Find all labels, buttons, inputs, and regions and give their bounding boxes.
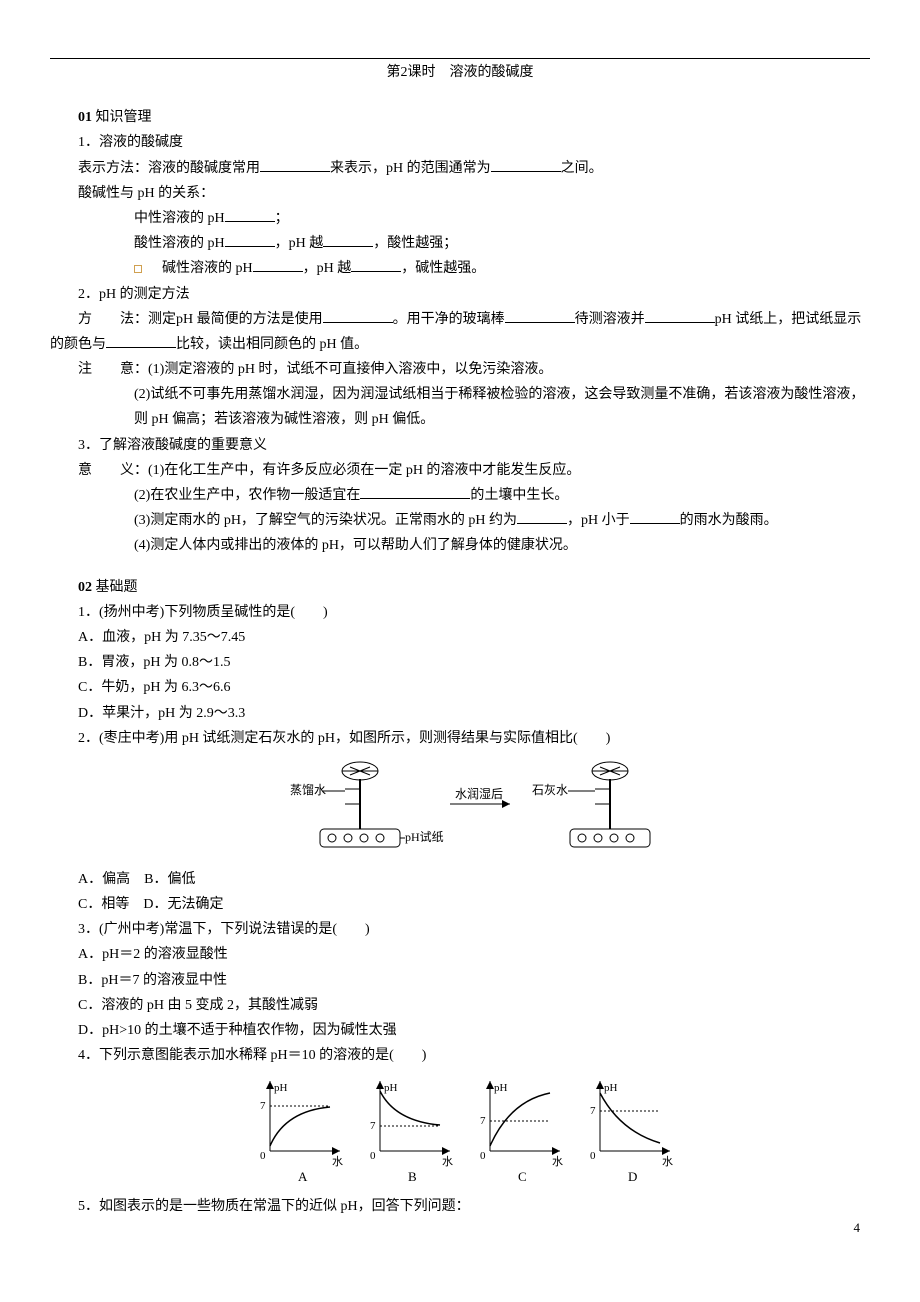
blank: [645, 308, 715, 323]
svg-text:A: A: [298, 1169, 308, 1184]
svg-text:水: 水: [552, 1155, 563, 1168]
page-number: 4: [854, 1216, 861, 1239]
svg-text:pH: pH: [604, 1082, 618, 1094]
q3-B: B．pH＝7 的溶液显中性: [78, 968, 870, 993]
q5-stem: 5．如图表示的是一些物质在常温下的近似 pH，回答下列问题：: [50, 1194, 870, 1219]
q3-A: A．pH＝2 的溶液显酸性: [78, 942, 870, 967]
label-distilled: 蒸馏水: [290, 783, 326, 797]
section-02: 02 基础题 1．(扬州中考)下列物质呈碱性的是( ) A．血液，pH 为 7.…: [50, 575, 870, 1220]
q2-figure: 蒸馏水 pH试纸 水润湿后: [50, 759, 870, 859]
p3-line4: (4)测定人体内或排出的液体的 pH，可以帮助人们了解身体的健康状况。: [50, 533, 870, 558]
q2-line1: A．偏高 B．偏低: [78, 867, 870, 892]
q1-C: C．牛奶，pH 为 6.3～6.6: [78, 675, 870, 700]
svg-text:D: D: [628, 1169, 637, 1184]
q3-options: A．pH＝2 的溶液显酸性 B．pH＝7 的溶液显中性 C．溶液的 pH 由 5…: [50, 942, 870, 1043]
q2-line2: C．相等 D．无法确定: [78, 892, 870, 917]
p1-line4: 酸性溶液的 pH，pH 越，酸性越强；: [50, 231, 870, 256]
p3-line3: (3)测定雨水的 pH，了解空气的污染状况。正常雨水的 pH 约为，pH 小于的…: [50, 508, 870, 533]
svg-text:水: 水: [442, 1155, 453, 1168]
svg-text:0: 0: [480, 1150, 486, 1162]
svg-text:B: B: [408, 1169, 417, 1184]
blank: [106, 333, 176, 348]
q1-stem: 1．(扬州中考)下列物质呈碱性的是( ): [50, 600, 870, 625]
svg-text:水: 水: [662, 1155, 673, 1168]
section-02-head: 02 基础题: [50, 575, 870, 600]
blank: [225, 207, 275, 222]
arrow-label: 水润湿后: [455, 786, 503, 801]
blank: [253, 257, 303, 272]
q2-options: A．偏高 B．偏低 C．相等 D．无法确定: [50, 867, 870, 917]
p1-num: 1．: [78, 135, 99, 150]
label-paper: pH试纸: [405, 829, 444, 844]
blank: [517, 509, 567, 524]
q1-D: D．苹果汁，pH 为 2.9～3.3: [78, 701, 870, 726]
blank: [323, 308, 393, 323]
blank: [260, 157, 330, 172]
blank: [225, 232, 275, 247]
p1-line2: 酸碱性与 pH 的关系：: [50, 181, 870, 206]
p2-num: 2．: [78, 287, 99, 302]
p2-title: 2．pH 的测定方法: [50, 282, 870, 307]
svg-text:0: 0: [370, 1150, 376, 1162]
p1-line5: 碱性溶液的 pH，pH 越，碱性越强。: [50, 256, 870, 281]
svg-text:7: 7: [260, 1100, 266, 1112]
svg-text:pH: pH: [274, 1082, 288, 1094]
blank: [351, 257, 401, 272]
marker-icon: [134, 265, 142, 273]
svg-text:0: 0: [260, 1150, 266, 1162]
header-rule: [50, 58, 870, 59]
q3-stem: 3．(广州中考)常温下，下列说法错误的是( ): [50, 917, 870, 942]
p3-num: 3．: [78, 438, 99, 453]
q1-options: A．血液，pH 为 7.35～7.45 B．胃液，pH 为 0.8～1.5 C．…: [50, 625, 870, 726]
svg-text:7: 7: [480, 1115, 486, 1127]
q1-B: B．胃液，pH 为 0.8～1.5: [78, 650, 870, 675]
p3-line2: (2)在农业生产中，农作物一般适宜在的土壤中生长。: [50, 483, 870, 508]
sec02-num: 02: [78, 580, 92, 595]
svg-text:pH: pH: [384, 1082, 398, 1094]
p1-title: 1．溶液的酸碱度: [50, 130, 870, 155]
svg-text:水: 水: [332, 1155, 343, 1168]
blank: [323, 232, 373, 247]
sec01-title: 知识管理: [96, 110, 152, 125]
blank: [360, 484, 470, 499]
p2-line2: 注 意：(1)测定溶液的 pH 时，试纸不可直接伸入溶液中，以免污染溶液。: [50, 357, 870, 382]
lesson-title: 第2课时 溶液的酸碱度: [50, 60, 870, 85]
q3-C: C．溶液的 pH 由 5 变成 2，其酸性减弱: [78, 993, 870, 1018]
p2-line3: (2)试纸不可事先用蒸馏水润湿，因为润湿试纸相当于稀释被检验的溶液，这会导致测量…: [50, 382, 870, 432]
svg-text:7: 7: [590, 1105, 596, 1117]
section-01-head: 01 知识管理: [50, 105, 870, 130]
section-01: 01 知识管理 1．溶液的酸碱度 表示方法：溶液的酸碱度常用来表示，pH 的范围…: [50, 105, 870, 558]
q4-graphs: pH 7 0 水 A pH 7 0 水 B: [240, 1076, 680, 1186]
p1-line3: 中性溶液的 pH；: [50, 206, 870, 231]
p1-line1: 表示方法：溶液的酸碱度常用来表示，pH 的范围通常为之间。: [50, 156, 870, 181]
svg-text:pH: pH: [494, 1082, 508, 1094]
label-lime: 石灰水: [532, 783, 568, 797]
blank: [491, 157, 561, 172]
q4-stem: 4．下列示意图能表示加水稀释 pH＝10 的溶液的是( ): [50, 1043, 870, 1068]
svg-text:0: 0: [590, 1150, 596, 1162]
sec02-title: 基础题: [96, 580, 138, 595]
svg-text:C: C: [518, 1169, 527, 1184]
p3-title: 3．了解溶液酸碱度的重要意义: [50, 433, 870, 458]
q4-figure: pH 7 0 水 A pH 7 0 水 B: [50, 1076, 870, 1186]
q1-A: A．血液，pH 为 7.35～7.45: [78, 625, 870, 650]
blank: [505, 308, 575, 323]
q2-stem: 2．(枣庄中考)用 pH 试纸测定石灰水的 pH，如图所示，则测得结果与实际值相…: [50, 726, 870, 751]
blank: [630, 509, 680, 524]
q2-diagram: 蒸馏水 pH试纸 水润湿后: [250, 759, 670, 859]
sec01-num: 01: [78, 110, 92, 125]
q3-D: D．pH>10 的土壤不适于种植农作物，因为碱性太强: [78, 1018, 870, 1043]
svg-text:7: 7: [370, 1120, 376, 1132]
p2-line1: 方 法：测定pH 最简便的方法是使用。用干净的玻璃棒待测溶液并pH 试纸上，把试…: [50, 307, 870, 357]
p3-line1: 意 义：(1)在化工生产中，有许多反应必须在一定 pH 的溶液中才能发生反应。: [50, 458, 870, 483]
